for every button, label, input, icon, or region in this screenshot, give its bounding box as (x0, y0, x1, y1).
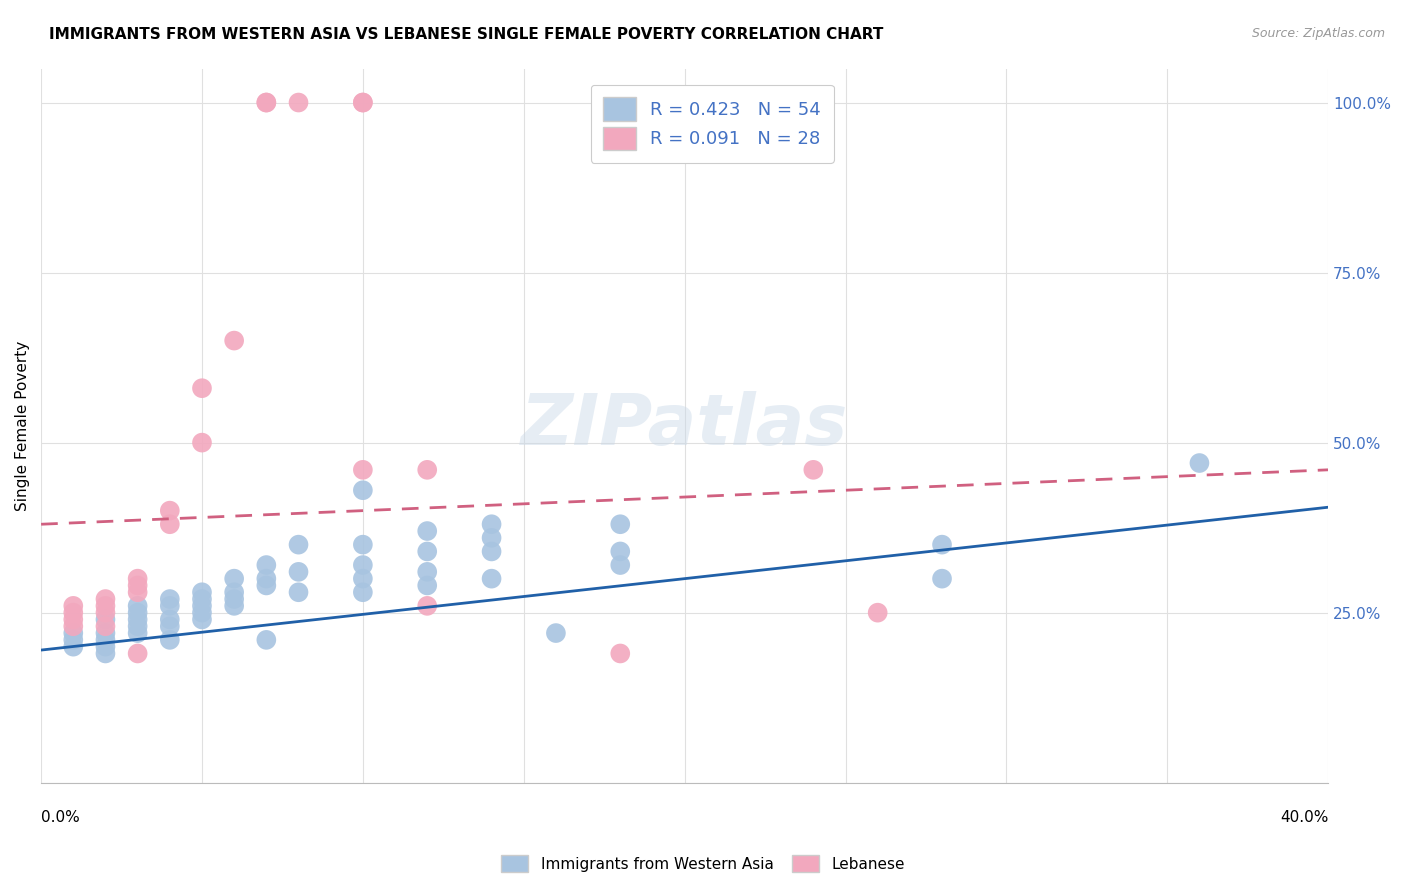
Point (224, 334, 246, 348)
Point (159, 612, 181, 626)
Point (191, 435, 214, 450)
Point (127, 626, 149, 640)
Point (159, 517, 181, 532)
Point (481, 517, 503, 532)
Point (801, 463, 824, 477)
Point (62, 640, 84, 654)
Point (62, 612, 84, 626)
Point (62, 619, 84, 633)
Text: Source: ZipAtlas.com: Source: ZipAtlas.com (1251, 27, 1385, 40)
Point (159, 619, 181, 633)
Point (287, 565, 309, 579)
Point (609, 647, 631, 661)
Point (94, 599, 117, 613)
Point (159, 599, 181, 613)
Point (287, 538, 309, 552)
Point (94, 632, 117, 647)
Point (352, 558, 374, 572)
Point (254, 95, 277, 110)
Point (224, 572, 246, 586)
Point (94, 640, 117, 654)
Point (254, 632, 277, 647)
Point (224, 585, 246, 599)
Point (191, 381, 214, 395)
Point (127, 619, 149, 633)
Point (94, 592, 117, 607)
Point (94, 606, 117, 620)
Point (127, 572, 149, 586)
Y-axis label: Single Female Poverty: Single Female Poverty (15, 341, 30, 511)
Text: ZIPatlas: ZIPatlas (522, 391, 848, 460)
Legend: Immigrants from Western Asia, Lebanese: Immigrants from Western Asia, Lebanese (494, 847, 912, 880)
Point (224, 592, 246, 607)
Point (191, 599, 214, 613)
Point (352, 95, 374, 110)
Point (352, 538, 374, 552)
Point (352, 585, 374, 599)
Point (159, 632, 181, 647)
Point (352, 483, 374, 498)
Point (931, 538, 953, 552)
Point (481, 544, 503, 558)
Point (866, 606, 889, 620)
Point (352, 572, 374, 586)
Text: 0.0%: 0.0% (41, 810, 80, 825)
Point (416, 524, 439, 538)
Point (254, 578, 277, 592)
Point (609, 544, 631, 558)
Point (609, 558, 631, 572)
Point (159, 503, 181, 517)
Point (62, 606, 84, 620)
Point (416, 599, 439, 613)
Point (191, 612, 214, 626)
Point (287, 95, 309, 110)
Point (544, 626, 567, 640)
Point (416, 578, 439, 592)
Point (254, 558, 277, 572)
Legend: R = 0.423   N = 54, R = 0.091   N = 28: R = 0.423 N = 54, R = 0.091 N = 28 (591, 85, 834, 162)
Point (127, 599, 149, 613)
Point (931, 572, 953, 586)
Point (1188, 456, 1211, 470)
Point (416, 565, 439, 579)
Point (127, 585, 149, 599)
Point (62, 626, 84, 640)
Point (416, 463, 439, 477)
Point (224, 599, 246, 613)
Point (127, 647, 149, 661)
Text: IMMIGRANTS FROM WESTERN ASIA VS LEBANESE SINGLE FEMALE POVERTY CORRELATION CHART: IMMIGRANTS FROM WESTERN ASIA VS LEBANESE… (49, 27, 883, 42)
Point (287, 585, 309, 599)
Point (191, 606, 214, 620)
Point (609, 517, 631, 532)
Point (191, 585, 214, 599)
Point (191, 592, 214, 607)
Point (127, 612, 149, 626)
Point (481, 531, 503, 545)
Text: 40.0%: 40.0% (1279, 810, 1329, 825)
Point (62, 599, 84, 613)
Point (94, 612, 117, 626)
Point (416, 544, 439, 558)
Point (352, 95, 374, 110)
Point (352, 463, 374, 477)
Point (94, 647, 117, 661)
Point (94, 626, 117, 640)
Point (127, 606, 149, 620)
Point (254, 572, 277, 586)
Point (481, 572, 503, 586)
Point (62, 632, 84, 647)
Point (94, 619, 117, 633)
Point (159, 592, 181, 607)
Point (127, 578, 149, 592)
Point (254, 95, 277, 110)
